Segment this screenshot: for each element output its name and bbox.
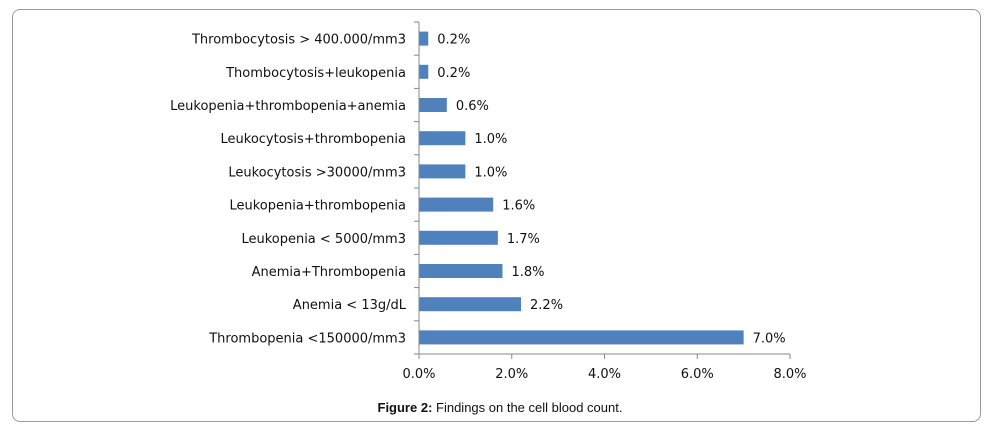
figure-caption: Figure 2: Findings on the cell blood cou…	[0, 400, 1000, 415]
data-label: 7.0%	[753, 331, 786, 346]
category-label: Anemia+Thrombopenia	[252, 265, 406, 280]
category-label: Thombocytosis+leukopenia	[225, 66, 406, 81]
bar	[419, 330, 744, 345]
x-axis: 0.0% 2.0% 4.0% 6.0% 8.0%	[402, 21, 807, 382]
bar	[419, 230, 498, 245]
bar	[419, 64, 429, 79]
category-labels: Thrombocytosis > 400.000/mm3 Thombocytosi…	[170, 33, 407, 347]
data-label: 1.0%	[474, 132, 507, 147]
x-tick-label: 2.0%	[495, 367, 528, 382]
category-label: Leukocytosis >30000/mm3	[228, 165, 406, 180]
bar	[419, 31, 429, 46]
bar	[419, 131, 466, 146]
x-tick-label: 0.0%	[402, 367, 435, 382]
x-tick-label: 6.0%	[681, 367, 714, 382]
x-tick-label: 8.0%	[773, 367, 806, 382]
data-label: 2.2%	[530, 298, 563, 313]
data-label: 0.2%	[437, 66, 470, 81]
data-label: 0.2%	[437, 33, 470, 48]
value-labels: 0.2% 0.2% 0.6% 1.0% 1.0% 1.6% 1.7% 1.8% 2.2% 7.0%	[437, 33, 785, 347]
data-label: 1.7%	[507, 232, 540, 247]
category-label: Leukopenia+thrombopenia+anemia	[170, 99, 406, 114]
bar	[419, 197, 494, 212]
figure-frame	[12, 9, 981, 422]
category-label: Thrombocytosis > 400.000/mm3	[191, 33, 406, 48]
data-label: 1.0%	[474, 165, 507, 180]
category-label: Leukopenia+thrombopenia	[229, 199, 406, 214]
bars-group	[419, 31, 744, 345]
x-tick-label: 4.0%	[588, 367, 621, 382]
bar	[419, 164, 466, 179]
data-label: 1.6%	[502, 199, 535, 214]
bar	[419, 297, 522, 312]
category-label: Leukocytosis+thrombopenia	[221, 132, 407, 147]
category-label: Anemia < 13g/dL	[293, 298, 407, 313]
caption-text: Findings on the cell blood count.	[432, 400, 623, 415]
caption-label: Figure 2:	[377, 400, 433, 415]
category-label: Thrombopenia <150000/mm3	[208, 331, 406, 346]
category-label: Leukopenia < 5000/mm3	[241, 232, 406, 247]
data-label: 1.8%	[511, 265, 544, 280]
data-label: 0.6%	[456, 99, 489, 114]
bar	[419, 98, 447, 112]
bar	[419, 264, 503, 278]
